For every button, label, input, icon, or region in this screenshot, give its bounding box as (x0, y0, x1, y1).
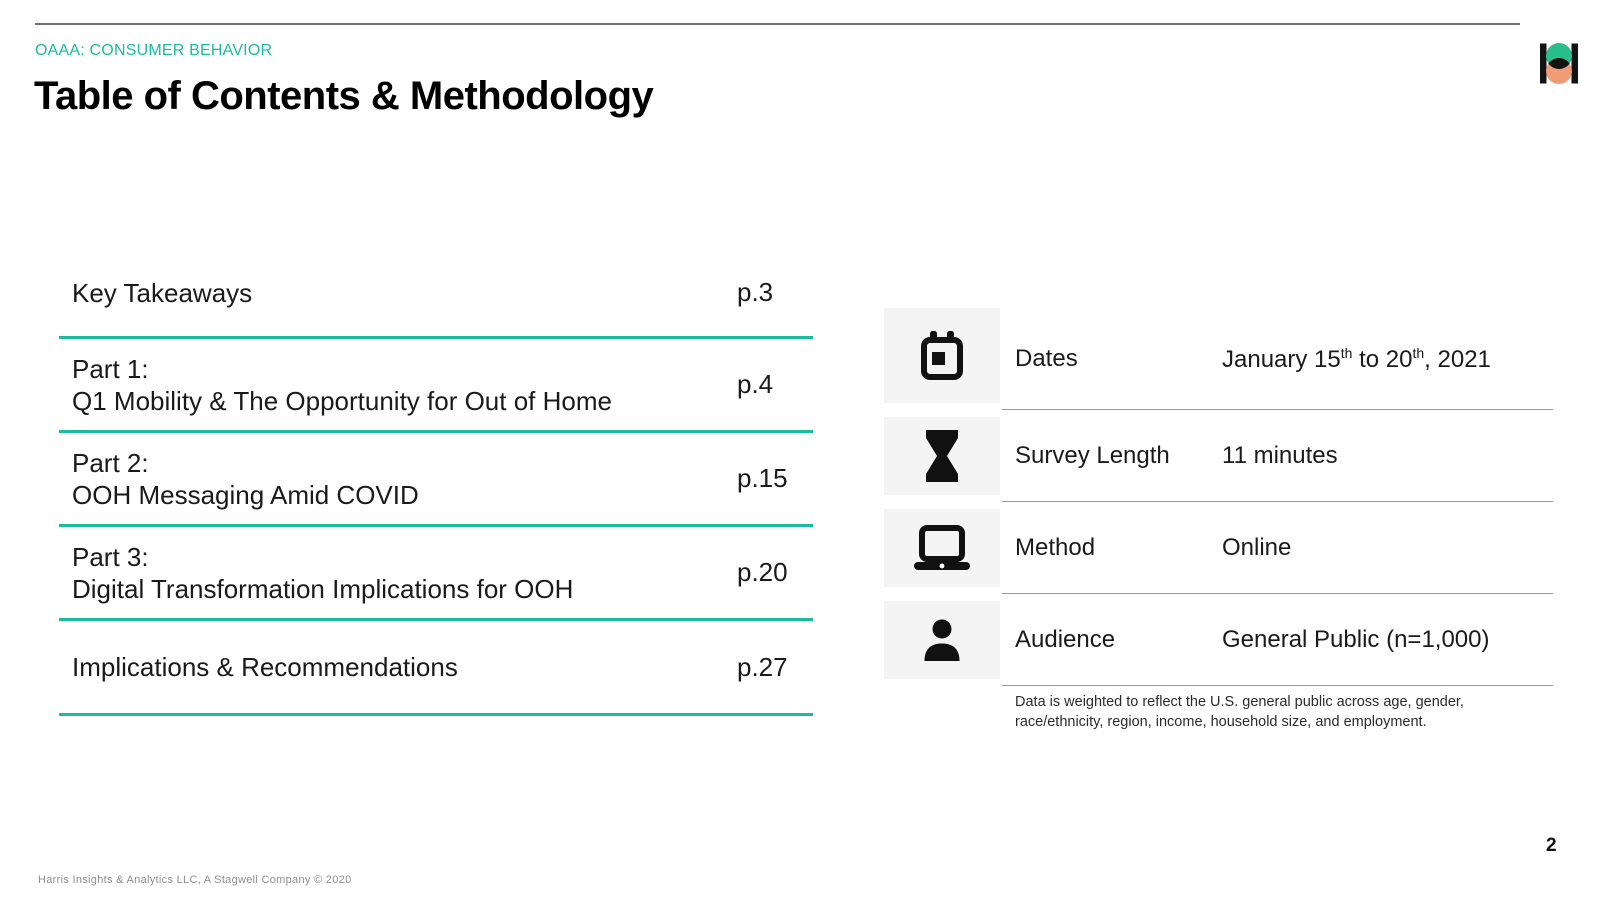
icon-cell (884, 308, 1000, 403)
laptop-icon (914, 525, 970, 570)
footnote-line-1: Data is weighted to reflect the U.S. gen… (1015, 694, 1464, 710)
toc-entry-title: Part 1: (72, 353, 149, 384)
table-of-contents: Key Takeaways p.3 Part 1: Q1 Mobility & … (59, 249, 813, 716)
methodology-label: Survey Length (1015, 442, 1170, 469)
toc-row-part-3: Part 3: Digital Transformation Implicati… (59, 527, 813, 621)
methodology-label: Dates (1015, 345, 1078, 372)
icon-cell (884, 509, 1000, 587)
methodology-row-survey-length: Survey Length 11 minutes (884, 410, 1553, 502)
footnote-line-2: race/ethnicity, region, income, househol… (1015, 714, 1427, 730)
toc-page-number: p.4 (737, 369, 774, 399)
calendar-icon (921, 330, 963, 380)
person-icon (924, 619, 960, 661)
methodology-footnote: Data is weighted to reflect the U.S. gen… (1015, 692, 1555, 732)
toc-page-number: p.20 (737, 557, 788, 587)
page-title: Table of Contents & Methodology (34, 74, 654, 118)
toc-entry-title: Part 3: (72, 541, 149, 572)
methodology-table: Dates January 15th to 20th, 2021 Survey … (884, 308, 1553, 686)
toc-entry-title: Part 2: (72, 447, 149, 478)
hourglass-icon (926, 430, 958, 482)
methodology-label: Audience (1015, 626, 1116, 653)
methodology-value: Online (1222, 534, 1292, 561)
toc-entry-subtitle: OOH Messaging Amid COVID (72, 479, 419, 510)
icon-cell (884, 601, 1000, 679)
toc-row-key-takeaways: Key Takeaways p.3 (59, 249, 813, 339)
slide-page-number: 2 (1546, 835, 1557, 856)
methodology-row-audience: Audience General Public (n=1,000) (884, 594, 1553, 686)
toc-page-number: p.27 (737, 651, 788, 682)
harris-poll-logo-icon (1540, 43, 1578, 84)
header-rule (35, 23, 1520, 25)
toc-entry-subtitle: Digital Transformation Implications for … (72, 573, 574, 604)
ordinal-suffix: th (1412, 344, 1425, 361)
methodology-value: General Public (n=1,000) (1222, 626, 1490, 653)
toc-entry-title: Implications & Recommendations (72, 652, 458, 682)
footer-credit: Harris Insights & Analytics LLC, A Stagw… (38, 874, 352, 886)
methodology-value: January 15th to 20th, 2021 (1222, 344, 1491, 373)
toc-row-part-2: Part 2: OOH Messaging Amid COVID p.15 (59, 433, 813, 527)
methodology-row-dates: Dates January 15th to 20th, 2021 (884, 308, 1553, 410)
ordinal-suffix: th (1340, 344, 1353, 361)
toc-page-number: p.3 (737, 277, 774, 307)
methodology-row-method: Method Online (884, 502, 1553, 594)
harris-poll-logo (1540, 42, 1578, 85)
toc-entry-title: Key Takeaways (72, 277, 253, 308)
methodology-value: 11 minutes (1222, 442, 1338, 469)
icon-cell (884, 417, 1000, 495)
toc-entry-subtitle: Q1 Mobility & The Opportunity for Out of… (72, 385, 612, 416)
toc-row-part-1: Part 1: Q1 Mobility & The Opportunity fo… (59, 339, 813, 433)
toc-row-implications: Implications & Recommendations p.27 (59, 621, 813, 716)
toc-page-number: p.15 (737, 463, 788, 493)
methodology-label: Method (1015, 534, 1096, 561)
eyebrow-label: OAAA: CONSUMER BEHAVIOR (35, 42, 273, 59)
